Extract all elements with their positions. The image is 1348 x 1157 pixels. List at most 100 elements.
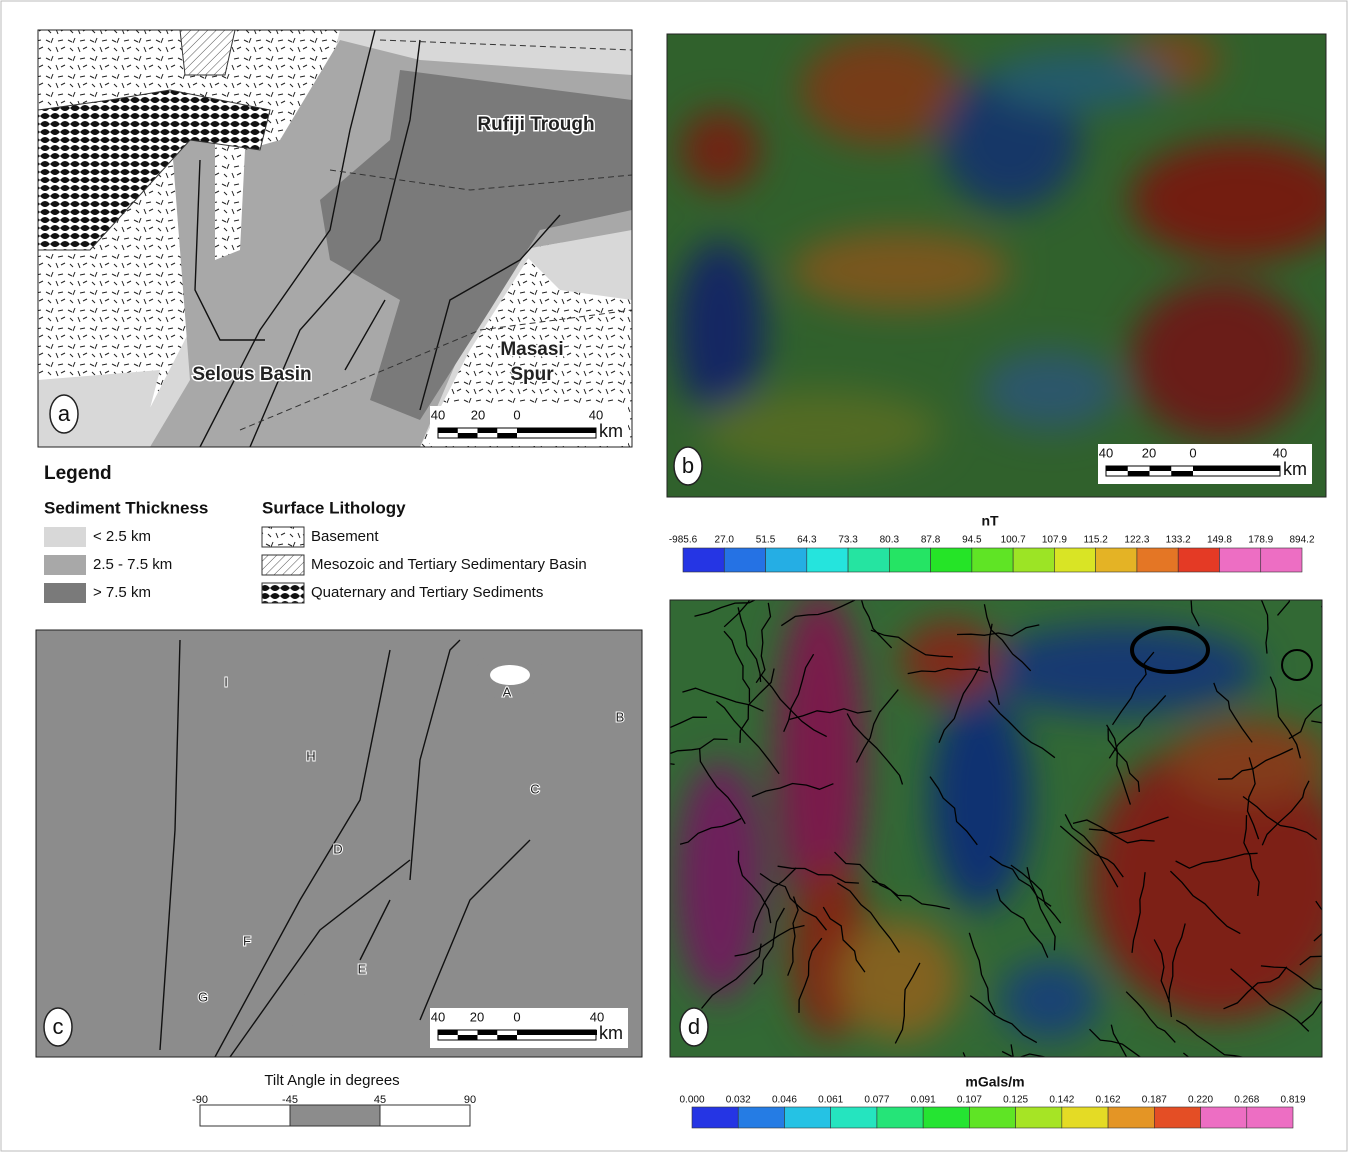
colorbar-segment (380, 1105, 470, 1126)
colorbar-segment (972, 548, 1013, 572)
colorbar-segment (290, 1105, 380, 1126)
colorbar-tick-label: 122.3 (1124, 535, 1149, 546)
lineament (1321, 606, 1348, 617)
map-b (667, 30, 1348, 497)
colorbar-segment (724, 548, 765, 572)
scale-unit: km (599, 1023, 623, 1043)
colorbar-tick-label: 0.077 (864, 1095, 889, 1106)
panel-letter: d (688, 1014, 700, 1039)
scale-label: 40 (1099, 445, 1113, 460)
scale-bar-segment (478, 1030, 498, 1035)
colorbar-tick-label: 64.3 (797, 535, 817, 546)
colorbar-tick-label: 0.107 (957, 1095, 982, 1106)
colorbar-segment (1054, 548, 1095, 572)
map-label: H (306, 748, 315, 763)
colorbar-segment (1154, 1107, 1200, 1128)
scale-unit: km (1283, 459, 1307, 479)
scale-bar-segment (497, 433, 517, 438)
colorbar-segment (1013, 548, 1054, 572)
colorbar-tick-label: 80.3 (880, 535, 900, 546)
colorbar-segment (848, 548, 889, 572)
scale-bar-segment (1171, 471, 1193, 476)
scale-bar-segment (517, 1030, 597, 1035)
colorbar-tick-label: 0.000 (679, 1095, 704, 1106)
legend-swatch (262, 583, 304, 603)
colorbar-tick-label: 90 (464, 1094, 476, 1106)
colorbar-tick-label: 0.162 (1096, 1095, 1121, 1106)
colorbar-tick-label: 133.2 (1166, 535, 1191, 546)
scale-bar-segment (438, 428, 458, 433)
colorbar-tick-label: 0.819 (1280, 1095, 1305, 1106)
colorbar-tick-label: 178.9 (1248, 535, 1273, 546)
colorbar-title: mGals/m (965, 1074, 1024, 1090)
map-label: C (530, 781, 539, 796)
colorbar-tick-label: 0.187 (1142, 1095, 1167, 1106)
colorbar-tick-label: 73.3 (838, 535, 858, 546)
map-label: G (198, 989, 208, 1004)
colorbar-segment (1096, 548, 1137, 572)
colorbar-tick-label: -90 (192, 1094, 208, 1106)
colorbar-tick-label: 0.046 (772, 1095, 797, 1106)
colorbar-segment (1016, 1107, 1062, 1128)
map-label: Spur (510, 364, 554, 385)
colorbar-segment (831, 1107, 877, 1128)
legend-item: 2.5 - 7.5 km (93, 556, 172, 573)
legend-swatch (262, 555, 304, 575)
colorbar-segment (1108, 1107, 1154, 1128)
scale-label: 0 (1189, 445, 1196, 460)
colorbar-segment (931, 548, 972, 572)
colorbar-tick-label: 115.2 (1084, 535, 1109, 546)
map-label: D (333, 841, 342, 856)
colorbar-segment (1062, 1107, 1108, 1128)
colorbar-segment (200, 1105, 290, 1126)
colorbar-segment (683, 548, 724, 572)
scale-label: 20 (1142, 445, 1156, 460)
scale-label: 20 (471, 407, 485, 422)
scale-bar-segment (1150, 466, 1172, 471)
colorbar-segment (1219, 548, 1260, 572)
scale-bar-segment (458, 1035, 478, 1040)
map-label: Masasi (500, 339, 563, 360)
colorbar-segment (889, 548, 930, 572)
colorbar-tick-label: -45 (282, 1094, 298, 1106)
legend-swatch (44, 555, 86, 575)
colorbar-tick-label: -985.6 (669, 535, 698, 546)
panel-letter: a (58, 401, 71, 426)
colorbar-segment (1178, 548, 1219, 572)
map-label: B (616, 709, 625, 724)
legend-swatch (44, 527, 86, 547)
scale-label: 20 (470, 1009, 484, 1024)
colorbar-tick-label: 0.125 (1003, 1095, 1028, 1106)
colorbar-tick-label: 27.0 (715, 535, 735, 546)
colorbar-segment (738, 1107, 784, 1128)
panel-letter: c (53, 1014, 64, 1039)
legend-item: < 2.5 km (93, 528, 151, 545)
map-d (611, 537, 1348, 1122)
colorbar-title: Tilt Angle in degrees (264, 1072, 399, 1089)
colorbar-segment (969, 1107, 1015, 1128)
colorbar-tick-label: 0.220 (1188, 1095, 1213, 1106)
legend-item: Mesozoic and Tertiary Sedimentary Basin (311, 556, 587, 573)
colorbar-tick-label: 0.142 (1049, 1095, 1074, 1106)
colorbar-tick-label: 87.8 (921, 535, 941, 546)
colorbar-segment (1137, 548, 1178, 572)
legend-swatch (262, 527, 304, 547)
map-label: Selous Basin (192, 364, 311, 385)
map-label: A (503, 684, 512, 699)
colorbar-tick-label: 0.268 (1234, 1095, 1259, 1106)
colorbar-tick-label: 100.7 (1001, 535, 1026, 546)
scale-label: 0 (513, 1009, 520, 1024)
colorbar-tick-label: 45 (374, 1094, 386, 1106)
scale-bar-segment (458, 433, 478, 438)
panel-letter: b (682, 453, 694, 478)
scale-bar-segment (1128, 471, 1150, 476)
map-label: F (243, 933, 251, 948)
colorbar-tick-label: 149.8 (1207, 535, 1232, 546)
scale-bar-segment (438, 1030, 458, 1035)
scale-label: 0 (513, 407, 520, 422)
legend-swatch (44, 583, 86, 603)
scale-label: 40 (431, 1009, 445, 1024)
colorbar-segment (1201, 1107, 1247, 1128)
legend-item: > 7.5 km (93, 584, 151, 601)
colorbar-tick-label: 107.9 (1042, 535, 1067, 546)
